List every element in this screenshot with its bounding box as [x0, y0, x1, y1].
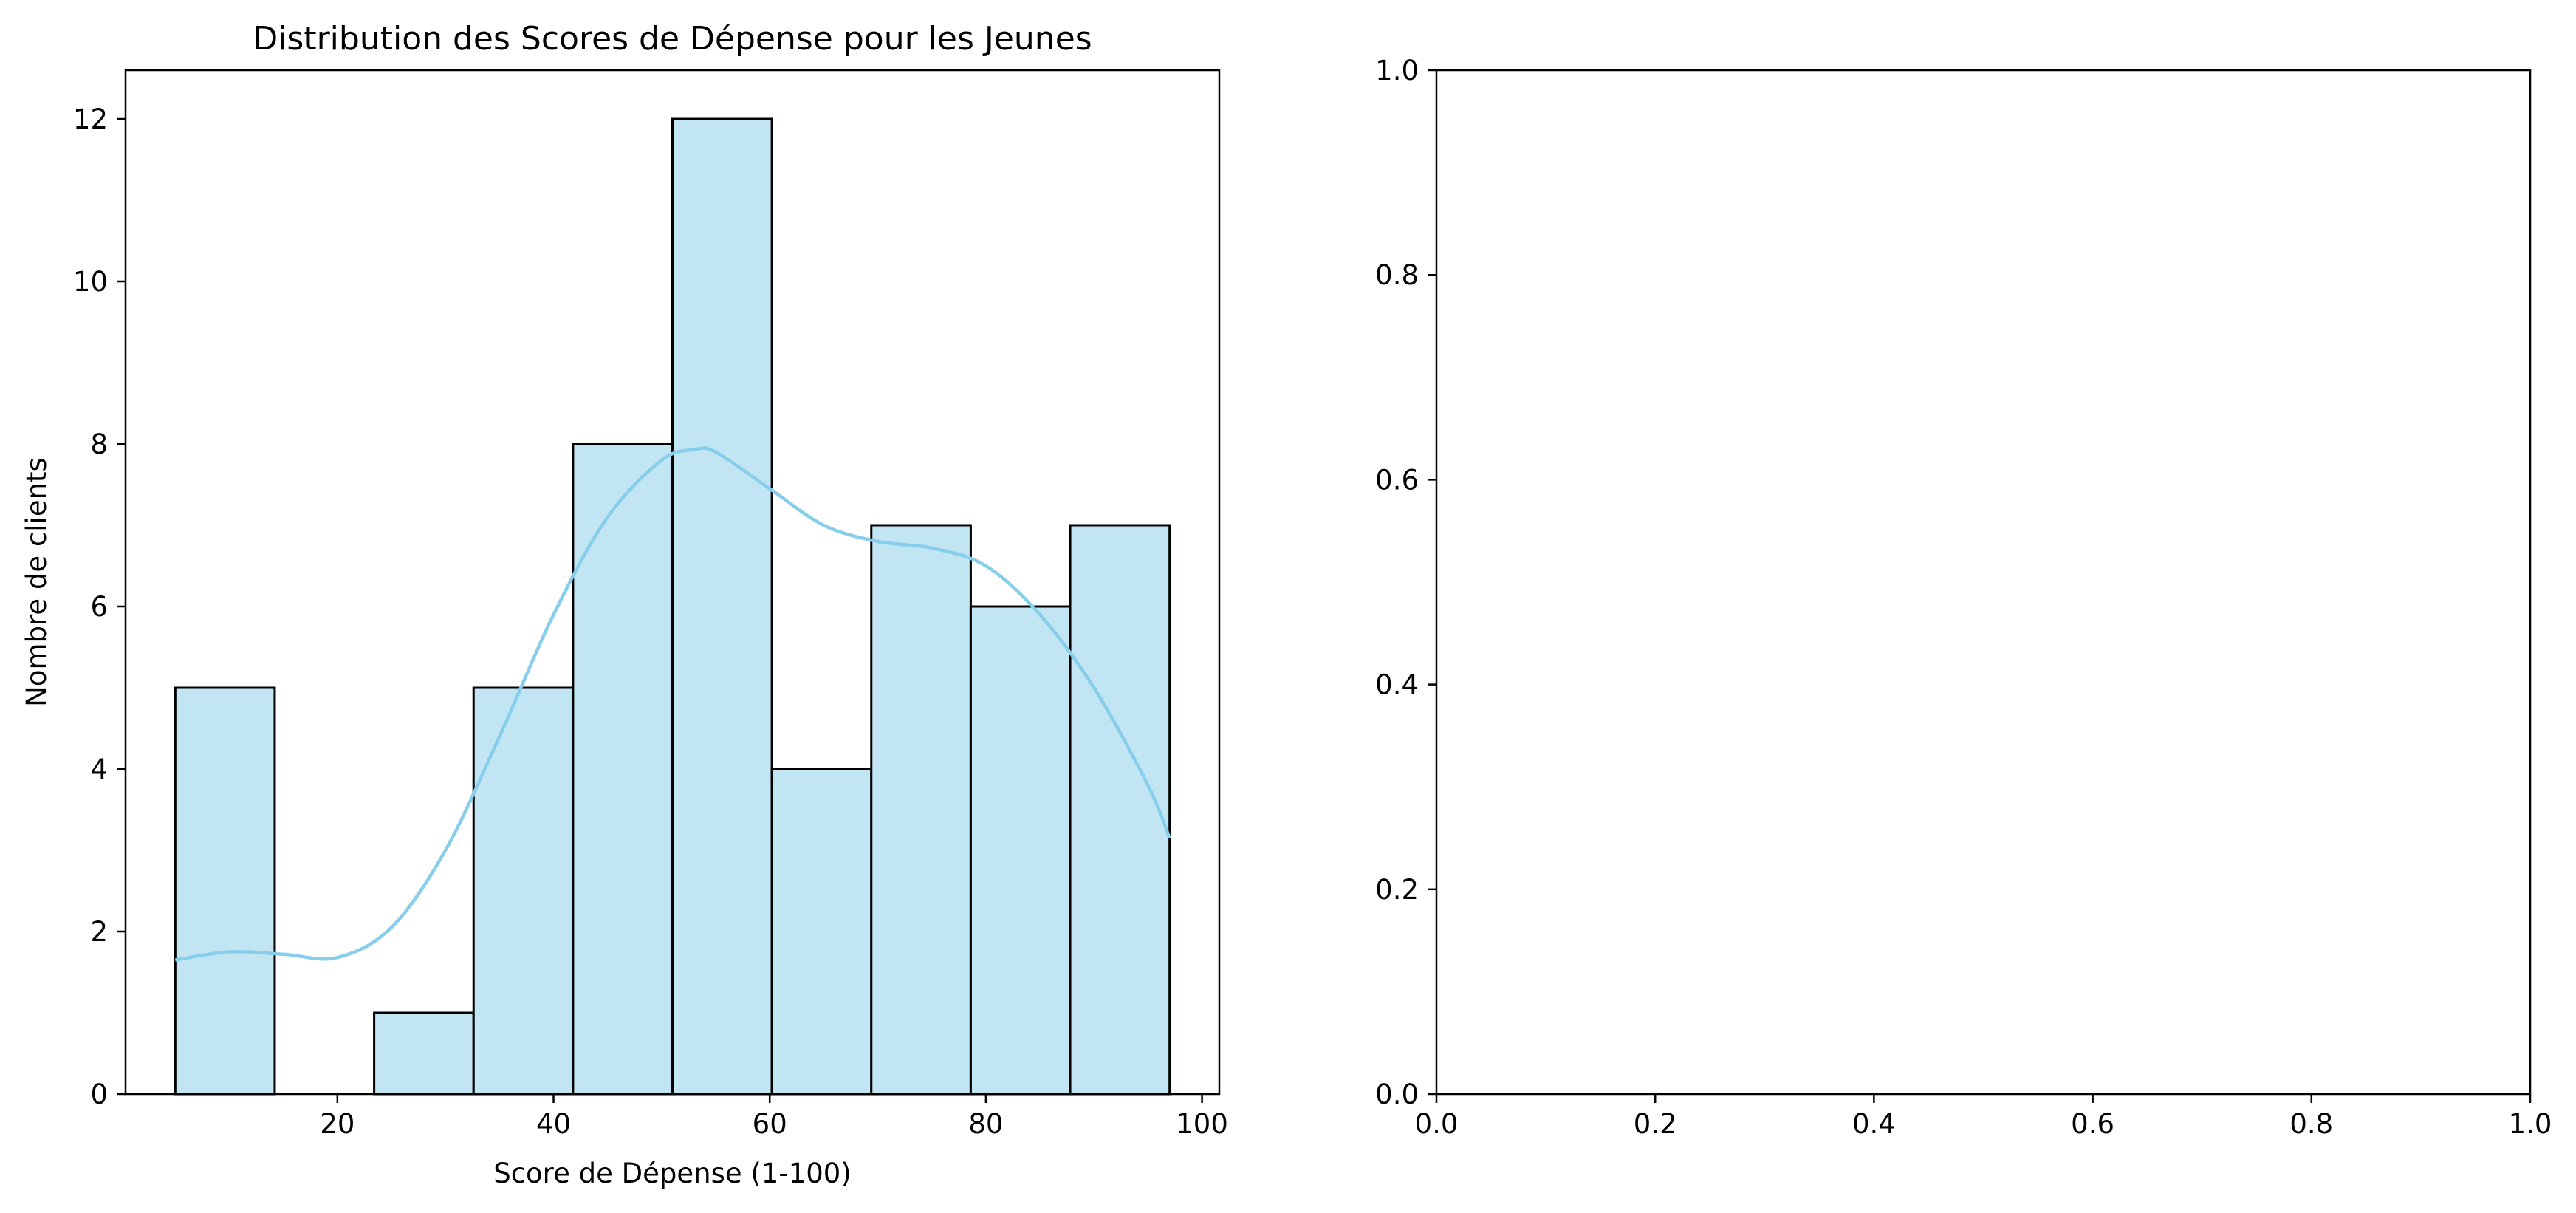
y-tick-label: 2: [90, 916, 108, 948]
histogram-bar: [969, 605, 1072, 1096]
y-tick-label: 8: [90, 428, 108, 460]
y-tick-label: 0.4: [1375, 669, 1419, 701]
histogram-bar: [870, 524, 972, 1096]
x-tick-label: 0.2: [1634, 1108, 1677, 1140]
y-tick-label: 1.0: [1375, 55, 1419, 86]
y-tick-label: 10: [73, 266, 108, 298]
x-tick-label: 40: [536, 1108, 571, 1140]
histogram-bar: [373, 1011, 475, 1096]
histogram-bar: [572, 443, 674, 1096]
histogram-y-ticks: 0 2 4 6 8 10 12: [73, 103, 126, 1110]
histogram-bar: [671, 117, 773, 1096]
x-tick-label: 20: [320, 1108, 354, 1140]
histogram-plot-frame: [124, 69, 1221, 1096]
y-tick-label: 0.2: [1375, 874, 1419, 906]
x-tick-label: 0.6: [2071, 1108, 2114, 1140]
empty-axes: 0.0 0.2 0.4 0.6 0.8 1.0 0.0 0.2 0.4 0.6 0.8 1.0: [1375, 55, 2552, 1140]
histogram-bar: [770, 768, 873, 1096]
x-tick-label: 80: [968, 1108, 1003, 1140]
histogram-bars: [174, 117, 1171, 1096]
empty-y-ticks: 0.0 0.2 0.4 0.6 0.8 1.0: [1375, 55, 1436, 1110]
empty-x-ticks: 0.0 0.2 0.4 0.6 0.8 1.0: [1415, 1094, 2552, 1140]
histogram-bar: [174, 686, 276, 1096]
x-tick-label: 0.4: [1852, 1108, 1896, 1140]
histogram-x-axis-label: Score de Dépense (1-100): [493, 1158, 852, 1189]
y-tick-label: 0: [90, 1079, 108, 1110]
y-tick-label: 0.6: [1375, 464, 1419, 496]
y-tick-label: 6: [90, 591, 108, 623]
histogram-x-ticks: 20 40 60 80 100: [320, 1094, 1228, 1140]
x-tick-label: 1.0: [2509, 1108, 2552, 1140]
histogram-y-axis-label: Nombre de clients: [21, 457, 52, 707]
x-tick-label: 100: [1176, 1108, 1228, 1140]
x-tick-label: 0.8: [2289, 1108, 2333, 1140]
histogram-bar: [1069, 524, 1171, 1096]
y-tick-label: 4: [90, 754, 108, 785]
y-tick-label: 12: [73, 103, 108, 135]
histogram-bar: [472, 686, 575, 1096]
kde-curve: [174, 446, 1171, 962]
x-tick-label: 60: [753, 1108, 787, 1140]
histogram-title: Distribution des Scores de Dépense pour …: [253, 20, 1092, 58]
x-tick-label: 0.0: [1415, 1108, 1459, 1140]
y-tick-label: 0.0: [1375, 1079, 1419, 1110]
empty-plot-frame: [1435, 69, 2532, 1096]
y-tick-label: 0.8: [1375, 259, 1419, 291]
histogram-axes: 20 40 60 80 100 0 2 4 6 8 10 12 Distribution des S…: [21, 20, 1228, 1189]
